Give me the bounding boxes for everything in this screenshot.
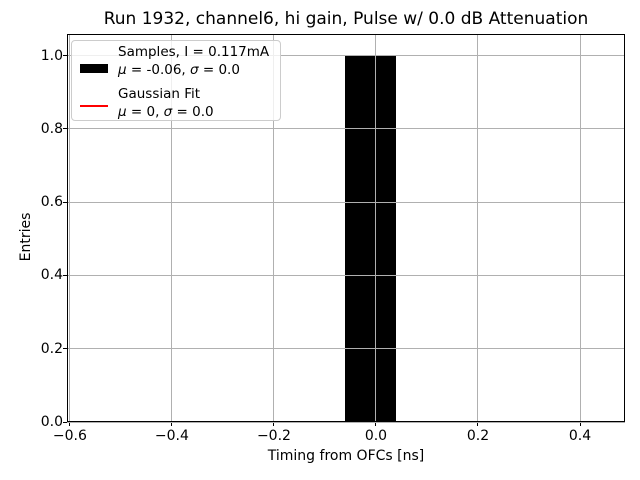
samples-swatch-icon (80, 63, 108, 73)
y-gridline (67, 274, 625, 276)
x-gridline (579, 34, 581, 422)
y-tick-label: 0.8 (40, 120, 63, 137)
x-tick-label: −0.6 (52, 428, 87, 444)
y-tick (63, 421, 67, 423)
y-tick-label: 0.0 (40, 414, 63, 430)
x-tick (375, 422, 377, 426)
y-tick-label: 1.0 (40, 47, 63, 64)
legend: Samples, I = 0.117mA μ = -0.06, σ = 0.0 … (71, 40, 281, 121)
legend-label-gaussian-fit: Gaussian Fit (118, 86, 201, 102)
y-tick (63, 201, 67, 203)
y-gridline (67, 201, 625, 203)
legend-label-samples: Samples, I = 0.117mA (118, 44, 270, 60)
x-gridline (171, 34, 173, 422)
legend-text-gaussian-fit: Gaussian Fit μ = 0, σ = 0.0 (118, 85, 214, 121)
x-gridline (273, 34, 275, 422)
x-gridline (375, 34, 377, 422)
y-tick (63, 274, 67, 276)
y-tick-label: 0.6 (40, 194, 63, 211)
x-tick-label: 0.0 (364, 428, 388, 444)
x-tick-label: −0.4 (154, 428, 189, 444)
legend-entry-gaussian-fit: Gaussian Fit μ = 0, σ = 0.0 (80, 85, 272, 121)
y-gridline (67, 55, 625, 57)
chart-title: Run 1932, channel6, hi gain, Pulse w/ 0.… (103, 9, 589, 29)
x-tick (579, 422, 581, 426)
x-gridline (477, 34, 479, 422)
y-tick (63, 128, 67, 130)
y-gridline (67, 421, 625, 423)
x-tick-label: 0.2 (466, 428, 490, 444)
legend-stats-samples: μ = -0.06, σ = 0.0 (118, 62, 240, 78)
x-gridline (69, 34, 71, 422)
x-tick-label: −0.2 (256, 428, 291, 444)
legend-text-samples: Samples, I = 0.117mA μ = -0.06, σ = 0.0 (118, 43, 269, 79)
x-tick-label: 0.4 (568, 428, 592, 444)
legend-entry-samples: Samples, I = 0.117mA μ = -0.06, σ = 0.0 (80, 43, 272, 79)
y-tick (63, 348, 67, 350)
y-tick-label: 0.4 (40, 267, 63, 284)
x-tick (477, 422, 479, 426)
legend-swatch-column (80, 102, 108, 107)
legend-stats-gaussian-fit: μ = 0, σ = 0.0 (118, 104, 214, 120)
gaussian-fit-swatch-icon (80, 105, 108, 107)
y-tick (63, 55, 67, 57)
x-tick (171, 422, 173, 426)
x-tick (69, 422, 71, 426)
y-gridline (67, 128, 625, 130)
y-gridline (67, 348, 625, 350)
y-axis-label: Entries (18, 212, 34, 262)
histogram-bar (345, 55, 397, 422)
x-tick (273, 422, 275, 426)
legend-swatch-column (80, 57, 108, 73)
y-tick-label: 0.2 (40, 340, 63, 357)
x-axis-label: Timing from OFCs [ns] (267, 448, 425, 464)
